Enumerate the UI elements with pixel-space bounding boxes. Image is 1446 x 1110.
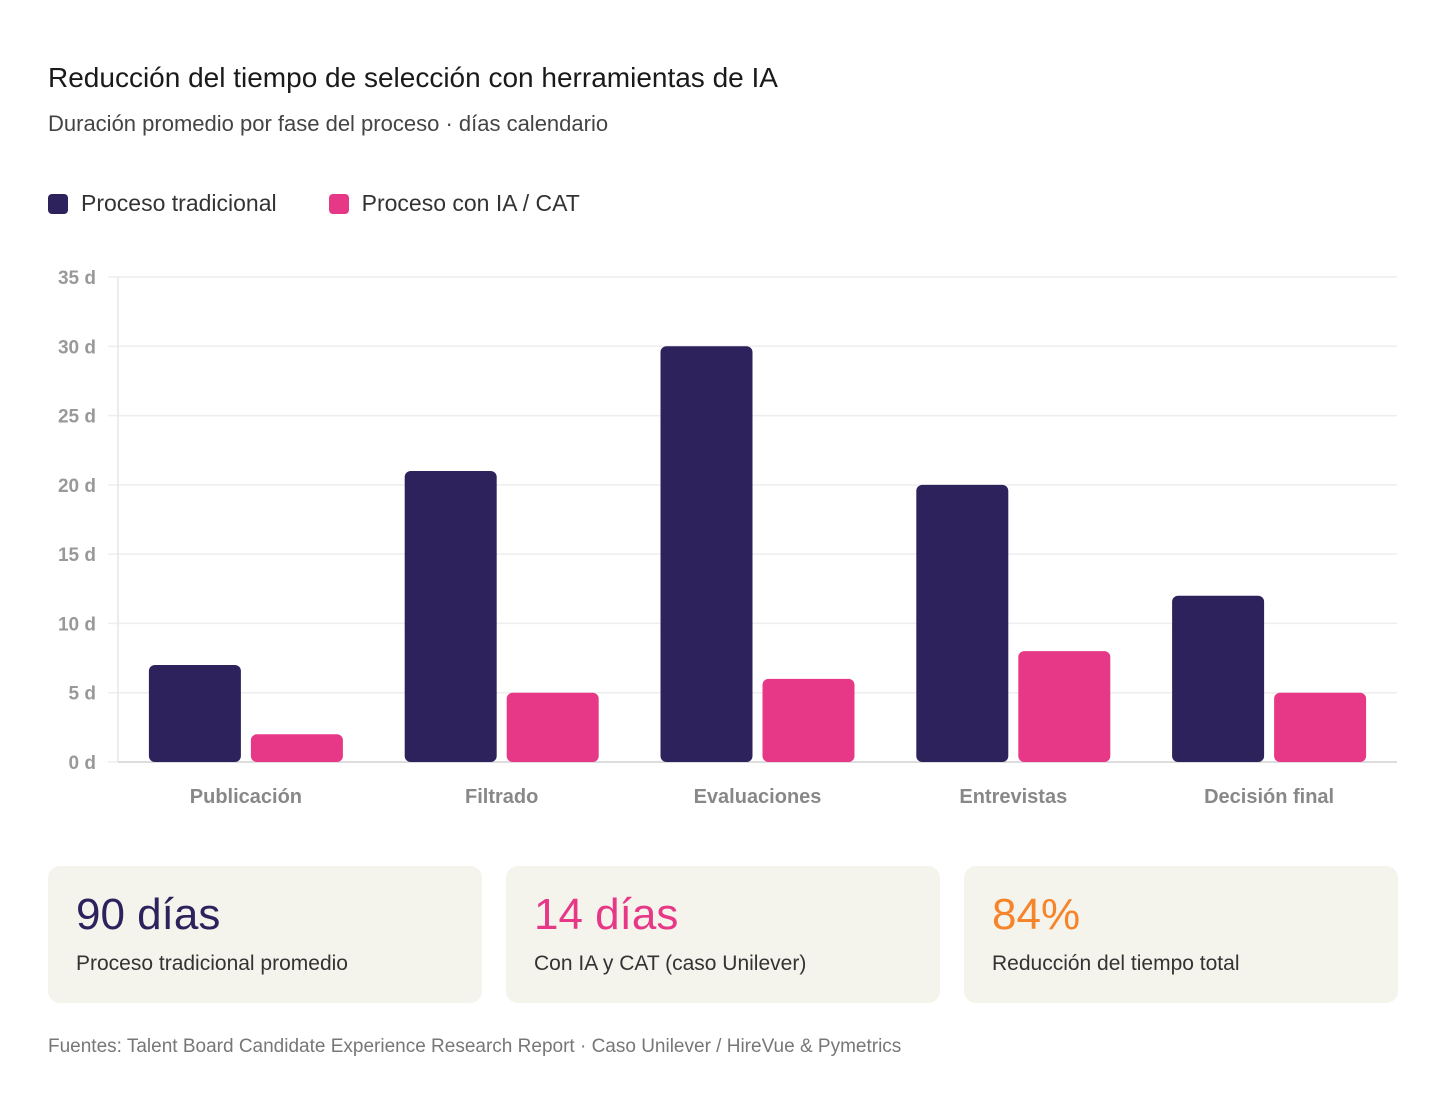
stat-value: 84% — [992, 890, 1081, 939]
stat-card-traditional: 90 días Proceso tradicional promedio — [48, 866, 482, 1003]
bar-traditional — [916, 484, 1009, 762]
y-tick-label: 10 d — [58, 614, 96, 635]
stat-label: Proceso tradicional promedio — [76, 952, 348, 975]
bar-chart: 0 d 5 d 10 d 15 d 20 d 25 d 30 d 35 d Publicació… — [58, 268, 1397, 808]
x-tick-label: Filtrado — [465, 786, 538, 808]
bar-traditional — [1172, 595, 1265, 762]
legend-item-traditional: Proceso tradicional — [48, 190, 277, 217]
bar-traditional — [148, 665, 241, 762]
x-tick-label: Entrevistas — [959, 786, 1067, 808]
x-tick-label: Decisión final — [1204, 786, 1334, 808]
legend-item-ai: Proceso con IA / CAT — [328, 190, 580, 217]
stat-label: Con IA y CAT (caso Unilever) — [534, 952, 807, 975]
x-tick-label: Publicación — [190, 786, 302, 808]
y-tick-label: 5 d — [69, 684, 96, 705]
bar-traditional — [404, 471, 497, 762]
bar-ai — [506, 692, 599, 762]
bar-traditional — [660, 346, 753, 762]
stat-value: 14 días — [534, 890, 679, 939]
legend: Proceso tradicional Proceso con IA / CAT — [48, 190, 580, 217]
legend-swatch-ai — [328, 193, 349, 214]
legend-label: Proceso con IA / CAT — [361, 190, 580, 216]
y-tick-label: 30 d — [58, 337, 96, 358]
y-tick-label: 0 d — [69, 753, 96, 774]
y-tick-label: 15 d — [58, 545, 96, 566]
chart-subtitle: Duración promedio por fase del proceso ·… — [48, 111, 609, 136]
bar-ai — [1018, 651, 1111, 762]
legend-label: Proceso tradicional — [81, 190, 277, 216]
y-tick-label: 20 d — [58, 476, 96, 497]
chart-title: Reducción del tiempo de selección con he… — [48, 62, 778, 93]
bar-ai — [250, 734, 343, 762]
bar-ai — [762, 678, 855, 762]
stat-cards: 90 días Proceso tradicional promedio 14 … — [48, 866, 1398, 1003]
stat-card-reduction: 84% Reducción del tiempo total — [964, 866, 1398, 1003]
stat-value: 90 días — [76, 890, 221, 939]
x-tick-label: Evaluaciones — [694, 786, 822, 808]
stat-label: Reducción del tiempo total — [992, 952, 1240, 975]
sources-footer: Fuentes: Talent Board Candidate Experien… — [48, 1036, 902, 1057]
y-tick-label: 35 d — [58, 268, 96, 289]
bar-ai — [1274, 692, 1367, 762]
legend-swatch-traditional — [48, 193, 68, 214]
stat-card-ai: 14 días Con IA y CAT (caso Unilever) — [506, 866, 940, 1003]
y-tick-label: 25 d — [58, 407, 96, 428]
